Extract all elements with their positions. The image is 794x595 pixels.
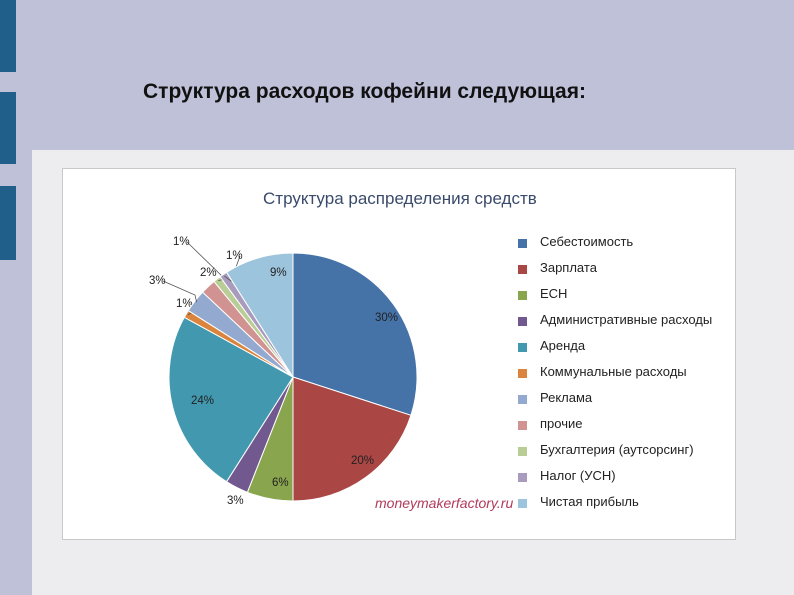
slice-value-label: 3% bbox=[227, 495, 244, 507]
chart-title: Структура распределения средств bbox=[263, 189, 537, 208]
slice-value-label: 24% bbox=[191, 395, 214, 407]
side-accent-bar bbox=[0, 0, 16, 72]
legend-label: Чистая прибыль bbox=[540, 494, 639, 509]
side-accent-bar bbox=[0, 92, 16, 164]
pie-slice bbox=[292, 252, 418, 416]
legend-label: Реклама bbox=[540, 390, 593, 405]
side-accent-bar bbox=[0, 186, 16, 260]
legend-label: Аренда bbox=[540, 338, 586, 353]
legend-swatch bbox=[518, 395, 527, 404]
slide-title: Структура расходов кофейни следующая: bbox=[143, 80, 586, 103]
slice-value-label: 2% bbox=[200, 267, 217, 279]
slice-value-label: 20% bbox=[351, 455, 374, 467]
legend-swatch bbox=[518, 499, 527, 508]
slice-value-label: 1% bbox=[226, 250, 243, 262]
legend-label: ЕСН bbox=[540, 286, 568, 301]
legend-swatch bbox=[518, 239, 527, 248]
legend-label: Налог (УСН) bbox=[540, 468, 616, 483]
legend-swatch bbox=[518, 291, 527, 300]
legend-label: Себестоимость bbox=[540, 234, 634, 249]
leader-line bbox=[162, 280, 197, 303]
legend-swatch bbox=[518, 473, 527, 482]
slice-value-label: 9% bbox=[270, 267, 287, 279]
slice-value-label: 6% bbox=[272, 477, 289, 489]
slice-value-label: 3% bbox=[149, 275, 166, 287]
legend-swatch bbox=[518, 343, 527, 352]
watermark: moneymakerfactory.ru bbox=[375, 495, 514, 511]
slice-value-label: 30% bbox=[375, 312, 398, 324]
chart-card: Структура распределения средств 30% 20% 6%… bbox=[62, 168, 736, 540]
leader-line bbox=[224, 255, 241, 282]
legend-label: Бухгалтерия (аутсорсинг) bbox=[540, 442, 694, 457]
pie-chart: 30% 20% 6% 3% 24% 1% 3% 2% 1% 1% 9% bbox=[149, 236, 418, 507]
slice-value-label: 1% bbox=[176, 298, 193, 310]
pie-slice bbox=[168, 316, 294, 483]
legend-label: прочие bbox=[540, 416, 583, 431]
legend-swatch bbox=[518, 317, 527, 326]
slice-value-label: 1% bbox=[173, 236, 190, 248]
legend-swatch bbox=[518, 369, 527, 378]
legend-label: Зарплата bbox=[540, 260, 597, 275]
pie-slice bbox=[225, 252, 294, 379]
legend-swatch bbox=[518, 265, 527, 274]
legend-swatch bbox=[518, 421, 527, 430]
side-accent-bars bbox=[0, 0, 16, 595]
pie-slice bbox=[292, 376, 412, 502]
legend-swatch bbox=[518, 447, 527, 456]
legend-label: Административные расходы bbox=[540, 312, 713, 327]
legend-label: Коммунальные расходы bbox=[540, 364, 687, 379]
